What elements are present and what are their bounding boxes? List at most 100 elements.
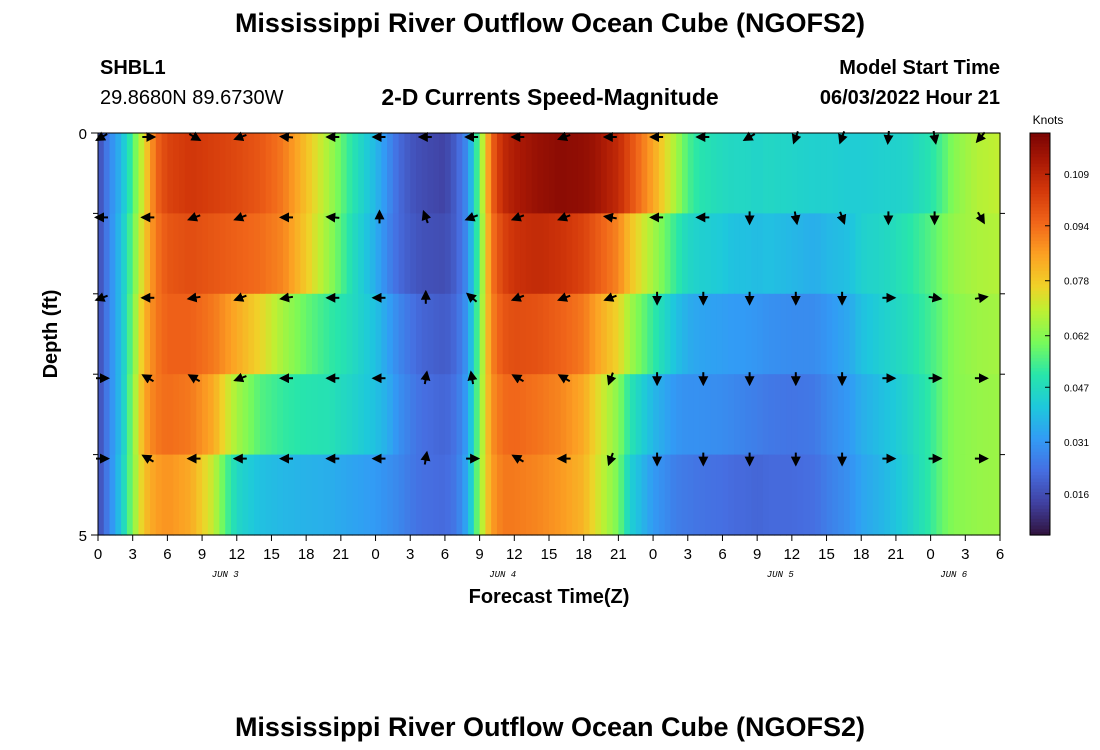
heatmap-cell [340, 293, 348, 375]
heatmap-cell [543, 454, 550, 536]
heatmap-cell [664, 133, 672, 214]
heatmap-cell [855, 374, 862, 456]
heatmap-cell [173, 293, 180, 375]
heatmap-cell [439, 293, 446, 375]
heatmap-cell [248, 374, 255, 456]
heatmap-cell [606, 133, 614, 214]
heatmap-cell [230, 133, 238, 214]
heatmap-cell [745, 293, 752, 375]
heatmap-cell [947, 133, 955, 214]
heatmap-cell [329, 133, 336, 214]
colorbar-strip [1030, 367, 1050, 372]
heatmap-cell [687, 213, 695, 295]
heatmap-cell [352, 133, 359, 214]
chart-title: 2-D Currents Speed-Magnitude [381, 84, 719, 110]
y-tick-label: 0 [79, 126, 87, 143]
heatmap-cell [421, 293, 429, 375]
heatmap-cell [780, 213, 787, 295]
heatmap-cell [433, 213, 440, 295]
heatmap-cell [161, 293, 168, 375]
heatmap-cell [485, 213, 492, 295]
heatmap-cell [329, 293, 336, 375]
heatmap-cell [294, 293, 301, 375]
colorbar-strip [1030, 494, 1050, 499]
heatmap-cell [427, 213, 434, 295]
heatmap-cell [103, 374, 111, 456]
heatmap-cell [768, 454, 776, 536]
heatmap-cell [676, 293, 683, 375]
colorbar-strip [1030, 514, 1050, 519]
colorbar-strip [1030, 350, 1050, 355]
heatmap-cell [577, 133, 585, 214]
colorbar-strip [1030, 260, 1050, 265]
heatmap-cell [664, 454, 672, 536]
heatmap-cell [392, 293, 400, 375]
heatmap-cell [496, 374, 504, 456]
heatmap-cell [150, 213, 157, 295]
heatmap-cell [739, 293, 747, 375]
heatmap-cell [207, 293, 215, 375]
heatmap-cell [340, 213, 348, 295]
heatmap-cell [190, 293, 197, 375]
current-arrow [187, 374, 201, 384]
heatmap-cell [589, 293, 596, 375]
heatmap-cell [965, 374, 972, 456]
heatmap-cell [259, 213, 267, 295]
heatmap-cell [791, 293, 799, 375]
colorbar-strip [1030, 213, 1050, 218]
colorbar-strip [1030, 143, 1050, 147]
heatmap-cell [734, 293, 741, 375]
heatmap-cell [242, 213, 249, 295]
colorbar-strip [1030, 347, 1050, 352]
heatmap-cell [456, 454, 463, 536]
heatmap-cell [207, 374, 215, 456]
current-arrow [188, 131, 202, 141]
heatmap-cell [265, 293, 273, 375]
heatmap-cell [236, 133, 244, 214]
heatmap-cell [502, 213, 510, 295]
heatmap-cell [346, 454, 354, 536]
current-arrow [606, 452, 617, 467]
heatmap-cell [681, 133, 689, 214]
heatmap-cell [994, 213, 1001, 295]
page-title-repeat: Mississippi River Outflow Ocean Cube (NG… [234, 712, 866, 742]
heatmap-cell [103, 293, 111, 375]
heatmap-cell [398, 454, 406, 536]
x-tick-label: 6 [718, 546, 726, 563]
heatmap-cell [433, 374, 440, 456]
heatmap-cell [803, 213, 810, 295]
heatmap-cell [606, 374, 614, 456]
heatmap-cell [202, 133, 209, 214]
heatmap-cell [843, 374, 851, 456]
heatmap-cell [300, 374, 307, 456]
heatmap-cell [612, 213, 619, 295]
heatmap-cell [150, 454, 157, 536]
heatmap-cell [369, 133, 377, 214]
x-tick-label: 3 [684, 546, 692, 563]
colorbar-strip [1030, 173, 1050, 178]
heatmap-cell [676, 374, 683, 456]
heatmap-cell [462, 133, 469, 214]
current-arrow [141, 374, 154, 384]
colorbar-strip [1030, 327, 1050, 332]
heatmap-cell [676, 454, 683, 536]
heatmap-cell [277, 374, 284, 456]
heatmap-cell [687, 374, 695, 456]
colorbar-strip [1030, 210, 1050, 214]
heatmap-cell [872, 374, 880, 456]
heatmap-cell [716, 213, 724, 295]
current-arrow [511, 374, 524, 384]
heatmap-cell [491, 133, 498, 214]
heatmap-cell [716, 133, 724, 214]
x-tick-label: 6 [996, 546, 1004, 563]
heatmap-cell [589, 133, 596, 214]
heatmap-cell [855, 293, 862, 375]
colorbar-strip [1030, 344, 1050, 348]
colorbar-strip [1030, 357, 1050, 362]
heatmap-cell [248, 454, 255, 536]
colorbar-strip [1030, 390, 1050, 395]
colorbar-strip [1030, 320, 1050, 325]
current-arrow [511, 454, 524, 464]
x-tick-label: 3 [129, 546, 137, 563]
heatmap-cell [514, 454, 521, 536]
